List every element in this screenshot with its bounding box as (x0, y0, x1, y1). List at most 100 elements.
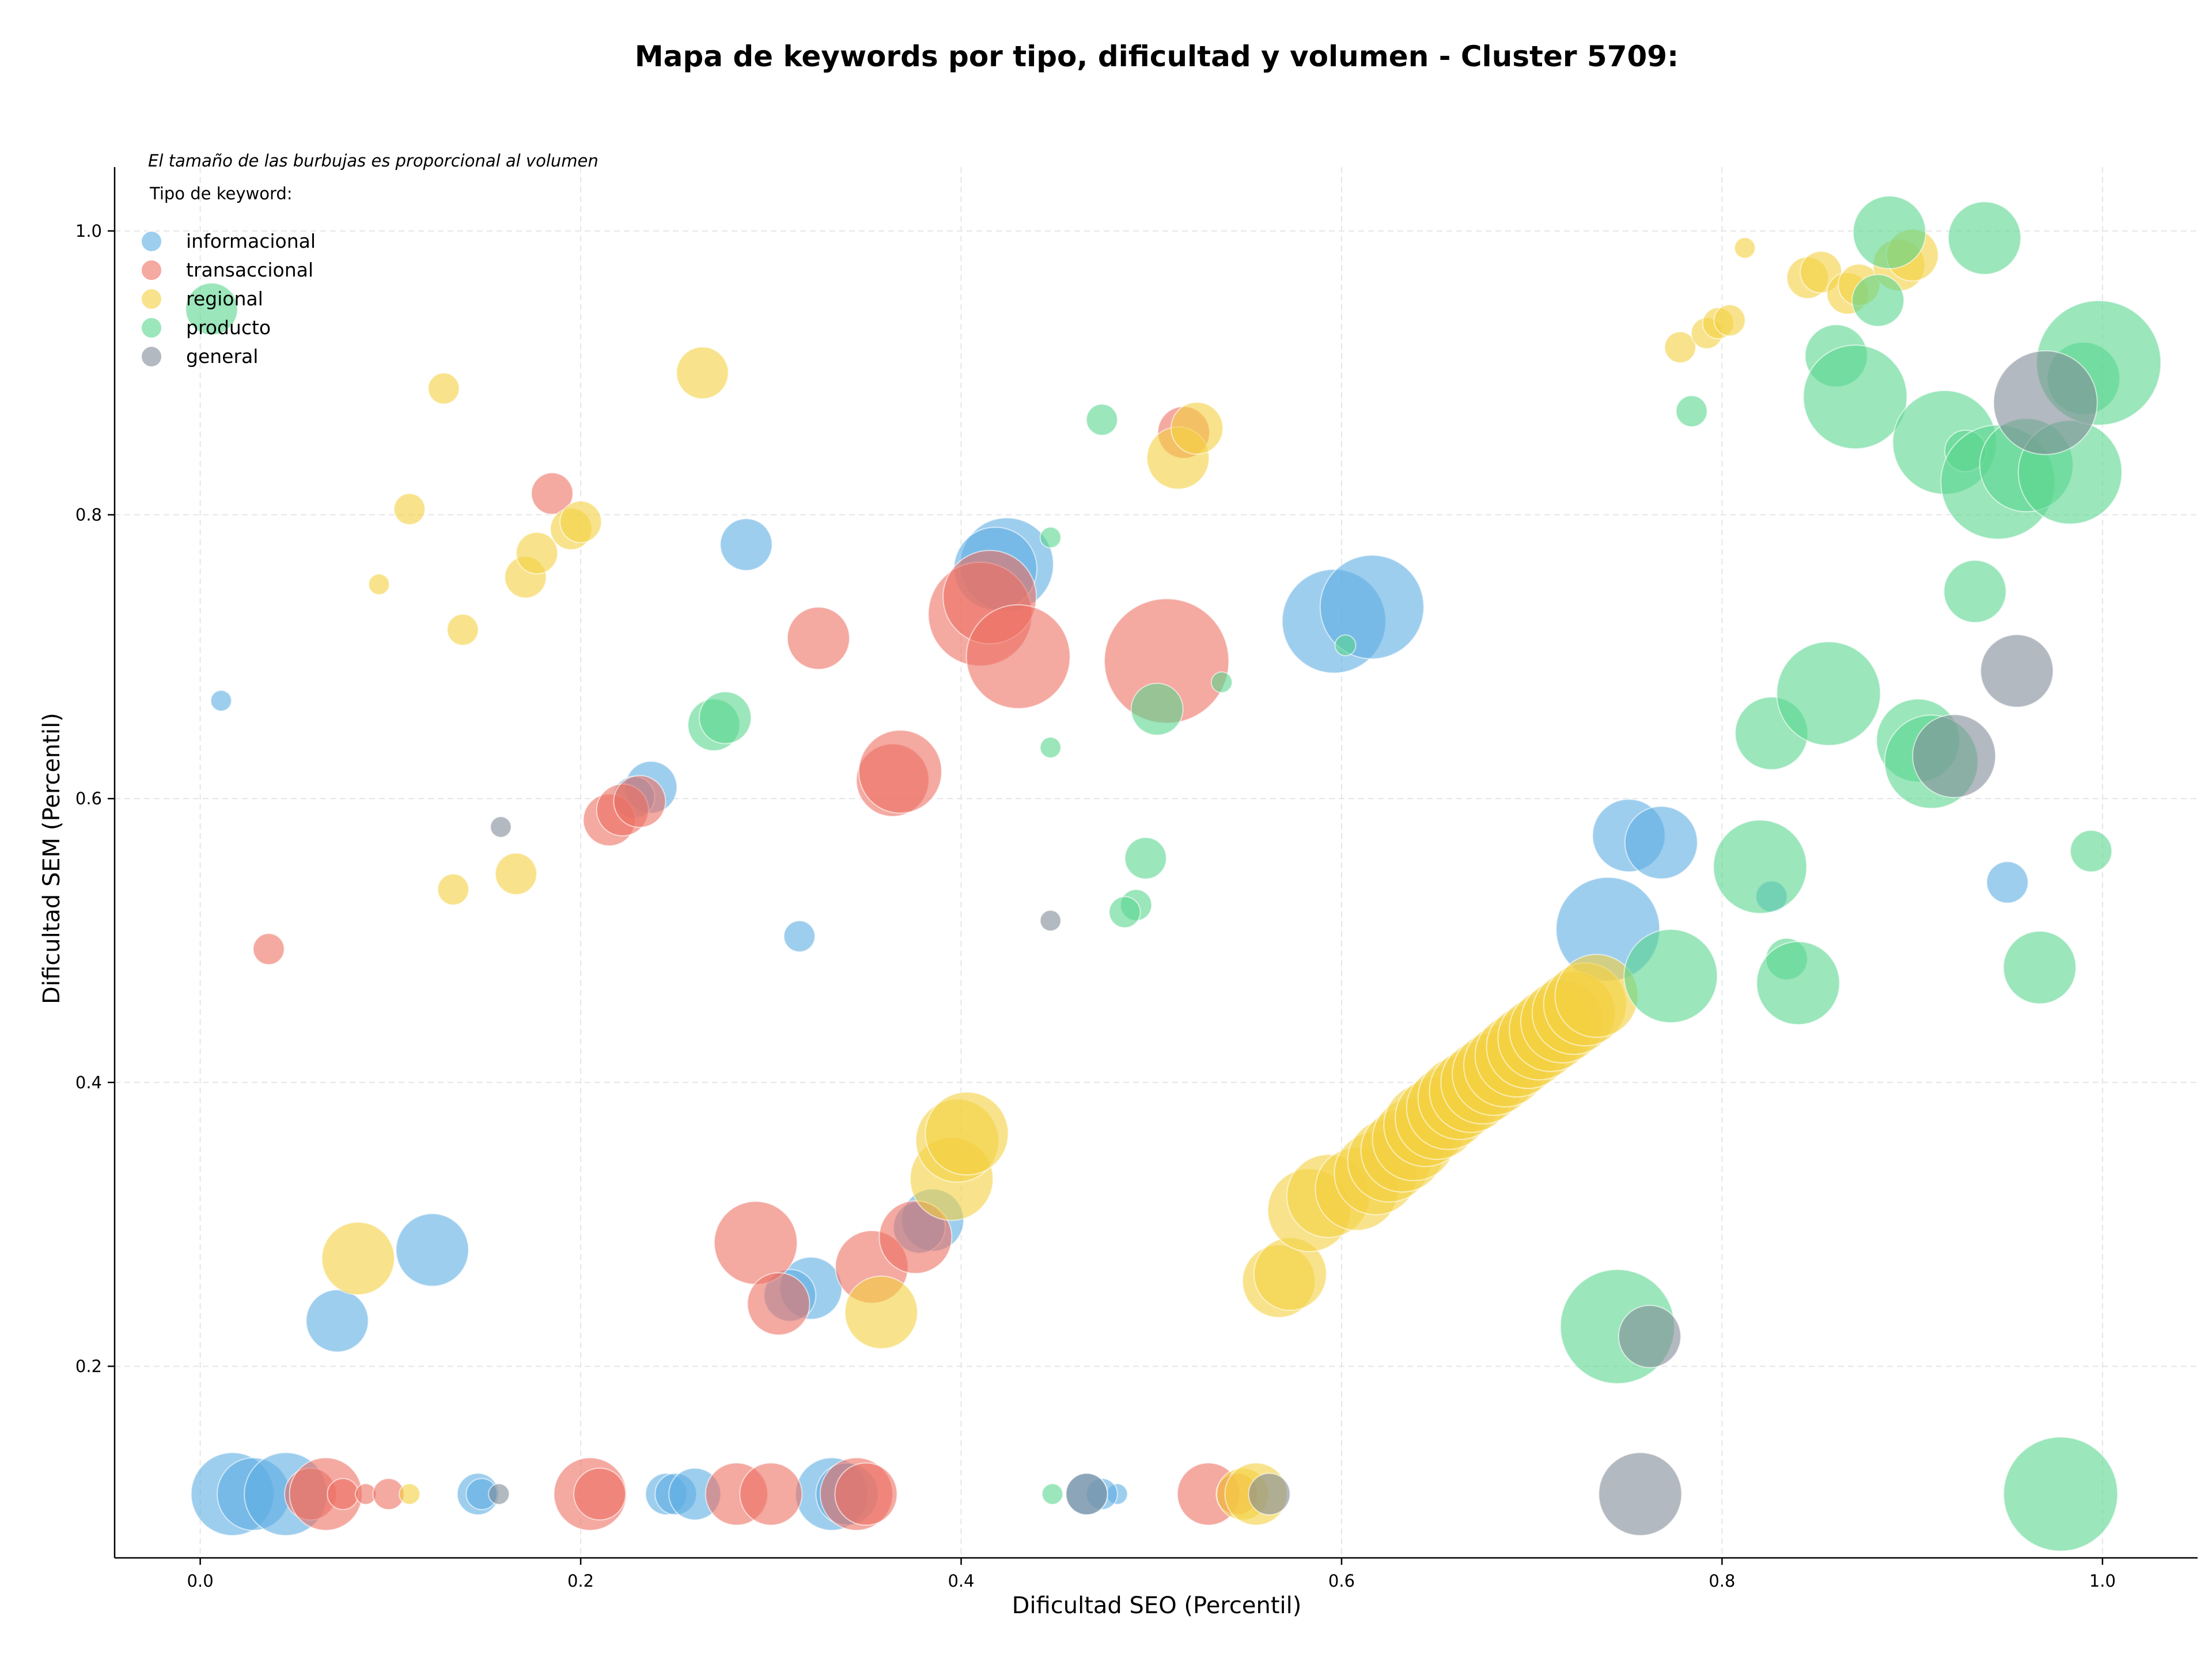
x-axis-label: Dificultad SEO (Percentil) (1012, 1592, 1302, 1619)
bubble-transaccional (531, 472, 574, 515)
legend-marker-general (141, 346, 162, 368)
y-tick-label: 0.6 (75, 789, 102, 808)
bubble-producto (2002, 930, 2077, 1005)
bubble-regional (559, 500, 603, 543)
bubble-general (1065, 1473, 1108, 1516)
y-tick-label: 1.0 (75, 221, 102, 241)
bubble-transaccional (739, 1462, 803, 1526)
bubble-producto (1776, 641, 1881, 746)
bubble-producto (1108, 896, 1141, 929)
bubble-regional (1713, 304, 1746, 336)
bubble-producto (1334, 634, 1357, 657)
bubble-informacional (783, 920, 816, 953)
y-tick-label: 0.4 (75, 1073, 102, 1092)
bubble-producto (1041, 1483, 1063, 1505)
bubbles-layer (185, 195, 2162, 1552)
bubble-transaccional (878, 1200, 953, 1274)
y-axis-label: Dificultad SEM (Percentil) (39, 713, 65, 1004)
x-tick-label: 0.2 (567, 1571, 594, 1591)
bubble-producto (1210, 671, 1233, 694)
y-tick-label: 0.2 (75, 1356, 102, 1376)
bubble-producto (1948, 201, 2022, 275)
bubble-regional (427, 372, 460, 405)
bubble-regional (437, 873, 469, 906)
y-tick-label: 0.8 (75, 505, 102, 525)
bubble-producto (1039, 736, 1062, 759)
bubble-producto (2070, 830, 2113, 873)
bubble-producto (185, 282, 238, 336)
legend-marker-transaccional (141, 259, 162, 281)
legend-label-transaccional: transaccional (186, 259, 313, 281)
bubble-regional (676, 346, 729, 400)
x-tick-label: 0.4 (948, 1571, 974, 1591)
bubble-regional (494, 852, 537, 895)
bubble-producto (1675, 395, 1708, 427)
axes (113, 167, 2198, 1559)
bubble-producto (1943, 559, 2007, 623)
legend-marker-informacional (141, 230, 162, 252)
chart-title: Mapa de keywords por tipo, dificultad y … (635, 40, 1679, 73)
bubble-producto (1623, 929, 1718, 1024)
legend-label-regional: regional (186, 287, 263, 310)
bubble-informacional (719, 518, 773, 572)
bubble-producto (1039, 526, 1062, 548)
legend-marker-producto (141, 317, 162, 339)
bubble-regional (1734, 237, 1756, 259)
bubble-regional (1171, 402, 1224, 455)
legend-title: Tipo de keyword: (149, 184, 293, 203)
bubble-regional (393, 493, 426, 525)
x-tick-label: 0.8 (1709, 1571, 1735, 1591)
legend-label-producto: producto (186, 316, 271, 339)
bubble-regional (925, 1091, 1009, 1176)
bubble-transaccional (858, 729, 942, 814)
bubble-general (1039, 910, 1062, 932)
bubble-general (1912, 714, 1997, 799)
bubble-general (1618, 1304, 1681, 1368)
bubble-general (490, 816, 512, 838)
bubble-producto (1085, 403, 1118, 436)
bubble-transaccional (713, 1201, 798, 1285)
bubble-general (1980, 634, 2054, 708)
bubble-producto (1802, 345, 1908, 449)
bubble-general (1993, 350, 2098, 455)
bubble-transaccional (747, 1272, 810, 1336)
bubble-producto (699, 691, 752, 744)
bubble-regional (321, 1221, 395, 1296)
bubble-size-note: El tamaño de las burbujas es proporciona… (148, 151, 599, 171)
legend-label-informacional: informacional (186, 230, 316, 252)
bubble-producto (1130, 683, 1184, 736)
bubble-informacional (1624, 805, 1698, 880)
bubble-transaccional (252, 933, 285, 966)
bubble-informacional (1986, 861, 2029, 904)
bubble-producto (1124, 837, 1167, 880)
bubble-transaccional (786, 606, 850, 670)
bubble-producto (1851, 274, 1905, 327)
bubble-transaccional (573, 1467, 627, 1521)
bubble-transaccional (965, 604, 1071, 709)
bubble-producto (1756, 941, 1840, 1026)
legend-marker-regional (141, 288, 162, 310)
bubble-informacional (395, 1213, 469, 1287)
bubble-regional (844, 1275, 918, 1349)
bubble-regional (1664, 331, 1696, 364)
bubble-producto (1713, 819, 1808, 914)
bubble-transaccional (834, 1462, 898, 1526)
bubble-transaccional (613, 775, 666, 828)
bubble-regional (368, 573, 390, 596)
ticks: 0.0 0.2 0.4 0.6 0.8 1.0 0.2 0.4 0.6 0.8 1.0 (75, 221, 2116, 1591)
bubble-informacional (305, 1289, 369, 1353)
grid (115, 167, 2198, 1558)
bubble-regional (398, 1483, 421, 1505)
bubble-transaccional (327, 1478, 359, 1511)
bubble-general (488, 1483, 510, 1505)
bubble-producto (1853, 195, 1926, 270)
bubble-general (1248, 1473, 1291, 1516)
bubble-informacional (210, 690, 232, 712)
bubble-general (1598, 1452, 1683, 1537)
bubble-informacional (1319, 554, 1425, 660)
x-tick-label: 0.6 (1328, 1571, 1355, 1591)
bubble-producto (2003, 1436, 2119, 1552)
bubble-regional (516, 532, 559, 574)
x-tick-label: 1.0 (2089, 1571, 2116, 1591)
